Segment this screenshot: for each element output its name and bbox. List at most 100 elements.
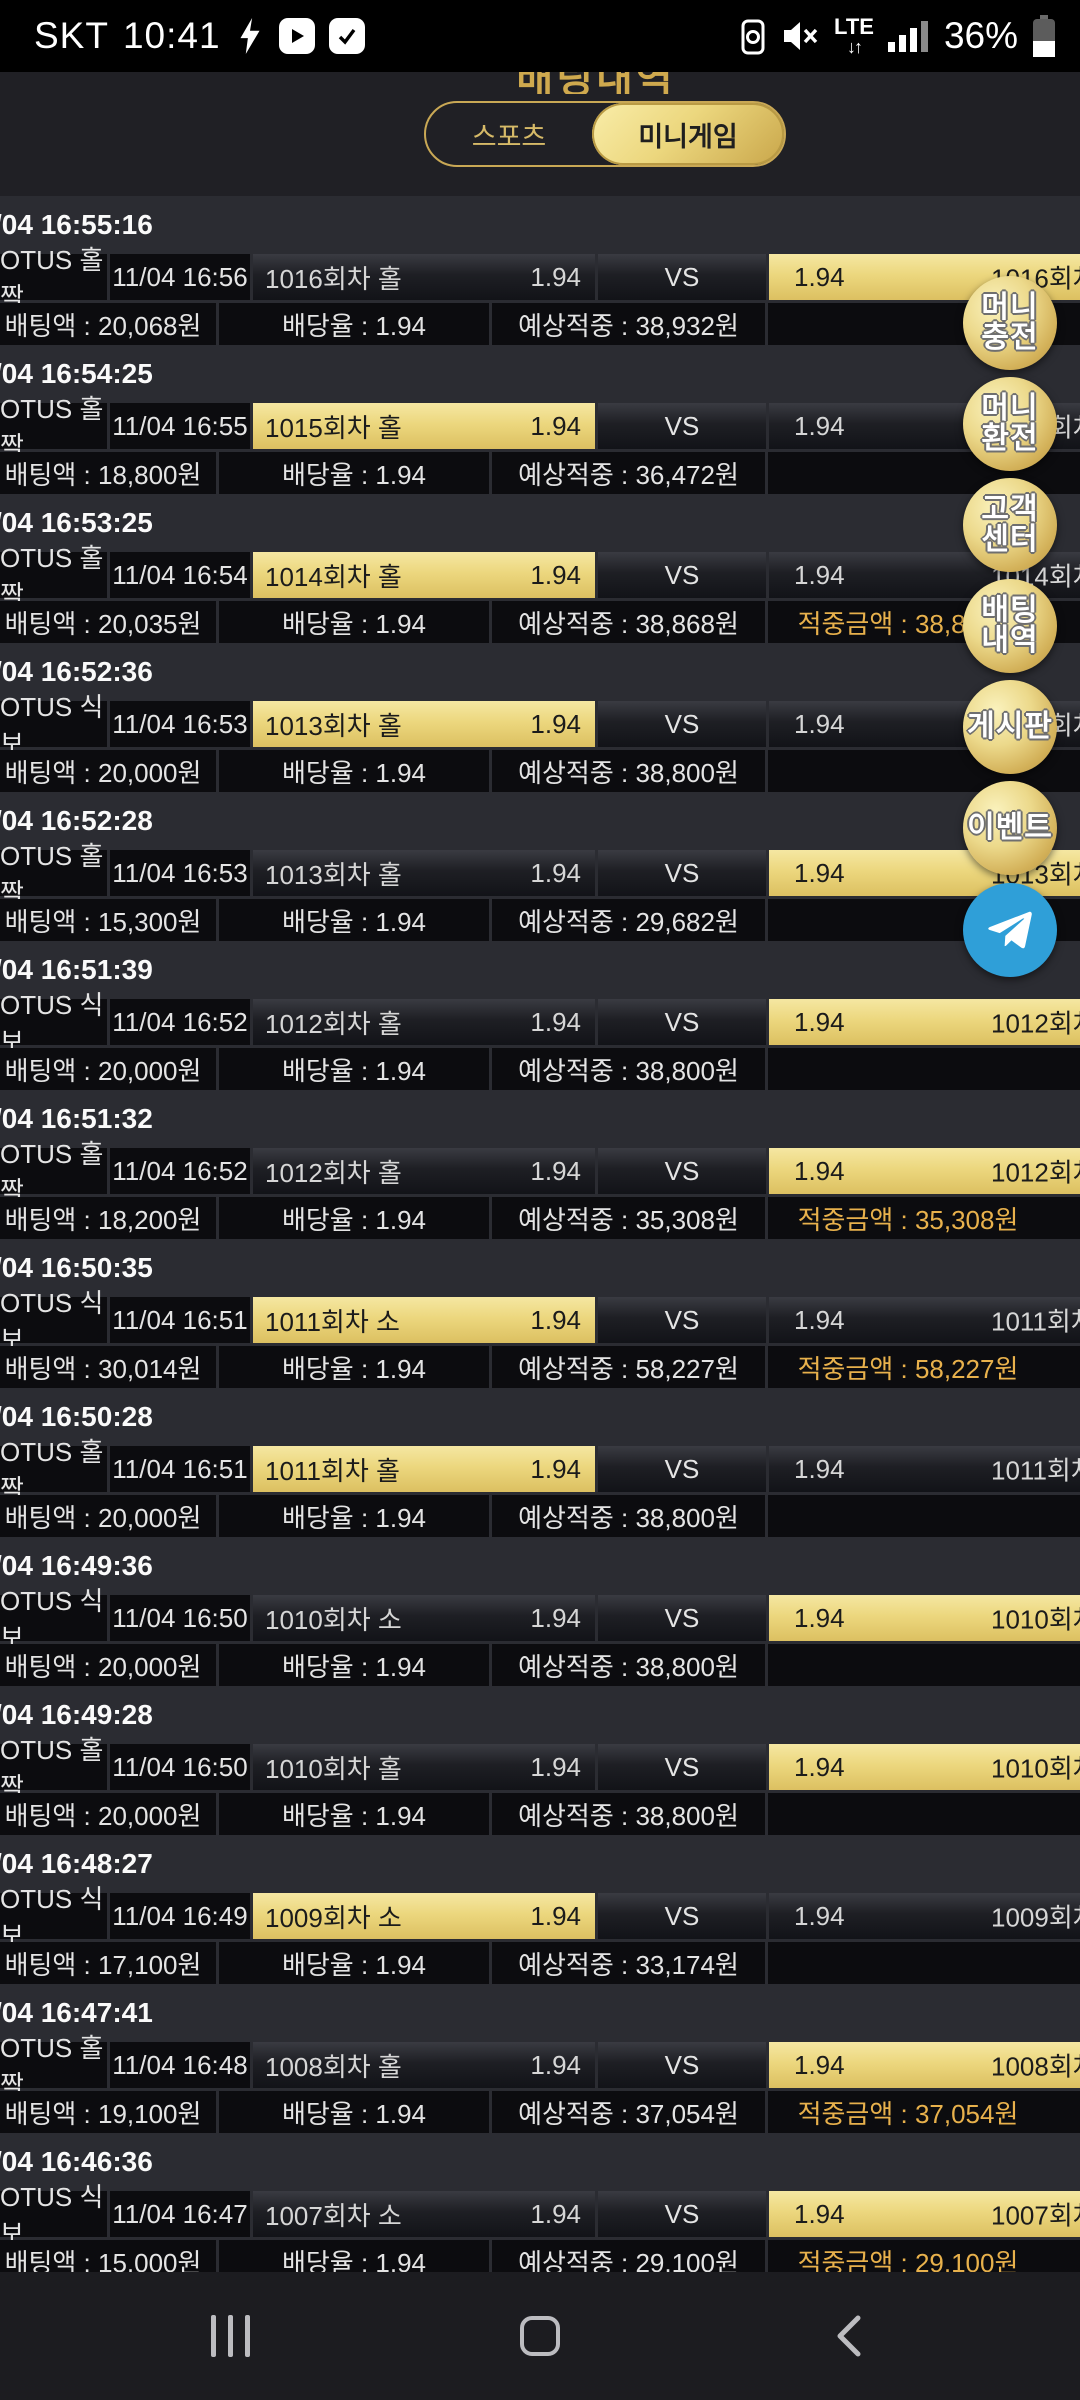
- bet-record-header: /04 16:52:36: [0, 643, 1080, 701]
- vs-cell: VS: [598, 403, 766, 449]
- round-time-cell: 11/04 16:49: [110, 1893, 250, 1939]
- odds-cell: 배당율 : 1.94: [219, 1495, 489, 1537]
- bet-placed-timestamp: /04 16:52:28: [0, 805, 153, 836]
- telegram-button[interactable]: [963, 883, 1057, 977]
- round-time-cell: 11/04 16:51: [110, 1297, 250, 1343]
- money-exchange-button[interactable]: 머니 환전: [963, 377, 1057, 471]
- left-option-label: 1010회차 홀: [265, 1753, 402, 1784]
- right-option-cell: 1.94 1010회차: [769, 1744, 1080, 1790]
- left-option-odds: 1.94: [530, 708, 581, 739]
- left-option-odds: 1.94: [530, 1900, 581, 1931]
- bet-record: /04 16:52:28 OTUS 홀짝 11/04 16:53 1013회차 …: [0, 792, 1080, 941]
- right-option-label: 1008회차: [991, 2051, 1080, 2082]
- bet-record-header: /04 16:46:36: [0, 2133, 1080, 2191]
- odds-cell: 배당율 : 1.94: [219, 1942, 489, 1984]
- bet-amount-cell: 배팅액 : 20,000원: [0, 1793, 216, 1835]
- round-time-cell: 11/04 16:53: [110, 850, 250, 896]
- bet-placed-timestamp: /04 16:55:16: [0, 209, 153, 240]
- bet-placed-timestamp: /04 16:50:28: [0, 1401, 153, 1432]
- round-time-cell: 11/04 16:54: [110, 552, 250, 598]
- vs-cell: VS: [598, 1148, 766, 1194]
- win-amount-cell: [768, 1495, 1080, 1537]
- back-button[interactable]: [820, 2306, 880, 2366]
- bet-record: /04 16:50:35 OTUS 식보 11/04 16:51 1011회차 …: [0, 1239, 1080, 1388]
- expected-win-cell: 예상적중 : 36,472원: [492, 452, 765, 494]
- right-option-label: 1010회차: [991, 1604, 1080, 1635]
- board-button[interactable]: 게시판: [963, 680, 1057, 774]
- win-amount-cell: 적중금액 : 37,054원: [768, 2091, 1080, 2133]
- left-option-cell: 1007회차 소 1.94: [253, 2191, 595, 2237]
- right-option-odds: 1.94: [794, 1751, 845, 1782]
- bet-placed-timestamp: /04 16:50:35: [0, 1252, 153, 1283]
- money-charge-button[interactable]: 머니 충전: [963, 276, 1057, 370]
- expected-win-cell: 예상적중 : 38,932원: [492, 303, 765, 345]
- right-option-cell: 1.94 1008회차: [769, 2042, 1080, 2088]
- right-option-odds: 1.94: [794, 708, 845, 739]
- game-name-cell: OTUS 식보: [0, 2182, 107, 2249]
- right-option-odds: 1.94: [794, 261, 845, 292]
- bet-amount-cell: 배팅액 : 20,000원: [0, 1495, 216, 1537]
- right-option-label: 1009회차: [991, 1902, 1080, 1933]
- signal-strength-icon: [887, 21, 928, 52]
- carrier-label: SKT: [34, 15, 109, 56]
- expected-win-cell: 예상적중 : 38,800원: [492, 1048, 765, 1090]
- tab-sports[interactable]: 스포츠: [471, 121, 547, 152]
- bet-record-header: /04 16:51:39: [0, 941, 1080, 999]
- right-option-odds: 1.94: [794, 1304, 845, 1335]
- home-button[interactable]: [510, 2306, 570, 2366]
- left-option-cell: 1015회차 홀 1.94: [253, 403, 595, 449]
- left-option-cell: 1014회차 홀 1.94: [253, 552, 595, 598]
- bet-record-header: /04 16:49:28: [0, 1686, 1080, 1744]
- right-option-cell: 1.94 1016회차: [769, 254, 1080, 300]
- left-option-label: 1011회차 소: [265, 1306, 400, 1337]
- bet-placed-timestamp: /04 16:49:28: [0, 1699, 153, 1730]
- bet-placed-timestamp: /04 16:53:25: [0, 507, 153, 538]
- game-name-cell: OTUS 홀짝: [0, 841, 107, 908]
- right-option-cell: 1.94 1007회차: [769, 2191, 1080, 2237]
- left-option-cell: 1011회차 소 1.94: [253, 1297, 595, 1343]
- vs-cell: VS: [598, 701, 766, 747]
- vs-cell: VS: [598, 1446, 766, 1492]
- bet-record-header: /04 16:50:35: [0, 1239, 1080, 1297]
- tab-minigame[interactable]: 미니게임: [592, 103, 784, 165]
- odds-cell: 배당율 : 1.94: [219, 1346, 489, 1388]
- vs-cell: VS: [598, 254, 766, 300]
- left-option-label: 1011회차 홀: [265, 1455, 400, 1486]
- bet-history-button[interactable]: 배팅 내역: [963, 579, 1057, 673]
- round-time-cell: 11/04 16:51: [110, 1446, 250, 1492]
- right-option-odds: 1.94: [794, 1155, 845, 1186]
- right-option-cell: 1.94 1012회차: [769, 999, 1080, 1045]
- left-option-cell: 1016회차 홀 1.94: [253, 254, 595, 300]
- bet-record-header: /04 16:50:28: [0, 1388, 1080, 1446]
- vs-cell: VS: [598, 850, 766, 896]
- right-option-odds: 1.94: [794, 1602, 845, 1633]
- battery-percent-label: 36%: [943, 15, 1018, 56]
- expected-win-cell: 예상적중 : 38,800원: [492, 1644, 765, 1686]
- bet-placed-timestamp: /04 16:49:36: [0, 1550, 153, 1581]
- bet-history-list: /04 16:55:16 OTUS 홀짝 11/04 16:56 1016회차 …: [0, 196, 1080, 2282]
- event-button[interactable]: 이벤트: [963, 781, 1057, 875]
- left-option-cell: 1010회차 소 1.94: [253, 1595, 595, 1641]
- left-option-odds: 1.94: [530, 1602, 581, 1633]
- left-option-odds: 1.94: [530, 559, 581, 590]
- bet-amount-cell: 배팅액 : 18,200원: [0, 1197, 216, 1239]
- bet-record-header: /04 16:55:16: [0, 196, 1080, 254]
- bet-record: /04 16:49:28 OTUS 홀짝 11/04 16:50 1010회차 …: [0, 1686, 1080, 1835]
- battery-icon: [1033, 15, 1055, 57]
- recents-button[interactable]: [200, 2306, 260, 2366]
- win-amount-cell: 적중금액 : 58,227원: [768, 1346, 1080, 1388]
- left-option-label: 1012회차 홀: [265, 1157, 402, 1188]
- page-title: 배팅내역: [516, 72, 676, 94]
- bet-record: /04 16:51:32 OTUS 홀짝 11/04 16:52 1012회차 …: [0, 1090, 1080, 1239]
- bet-amount-cell: 배팅액 : 20,000원: [0, 750, 216, 792]
- game-name-cell: OTUS 홀짝: [0, 394, 107, 461]
- left-option-label: 1013회차 홀: [265, 859, 402, 890]
- right-option-cell: 1.94 1011회차: [769, 1446, 1080, 1492]
- odds-cell: 배당율 : 1.94: [219, 1197, 489, 1239]
- status-bar: SKT 10:41 LTE ↓↑ 36%: [0, 0, 1080, 72]
- customer-center-button[interactable]: 고객 센터: [963, 478, 1057, 572]
- bet-placed-timestamp: /04 16:48:27: [0, 1848, 153, 1879]
- bet-record-header: /04 16:48:27: [0, 1835, 1080, 1893]
- left-option-label: 1014회차 홀: [265, 561, 402, 592]
- odds-cell: 배당율 : 1.94: [219, 1644, 489, 1686]
